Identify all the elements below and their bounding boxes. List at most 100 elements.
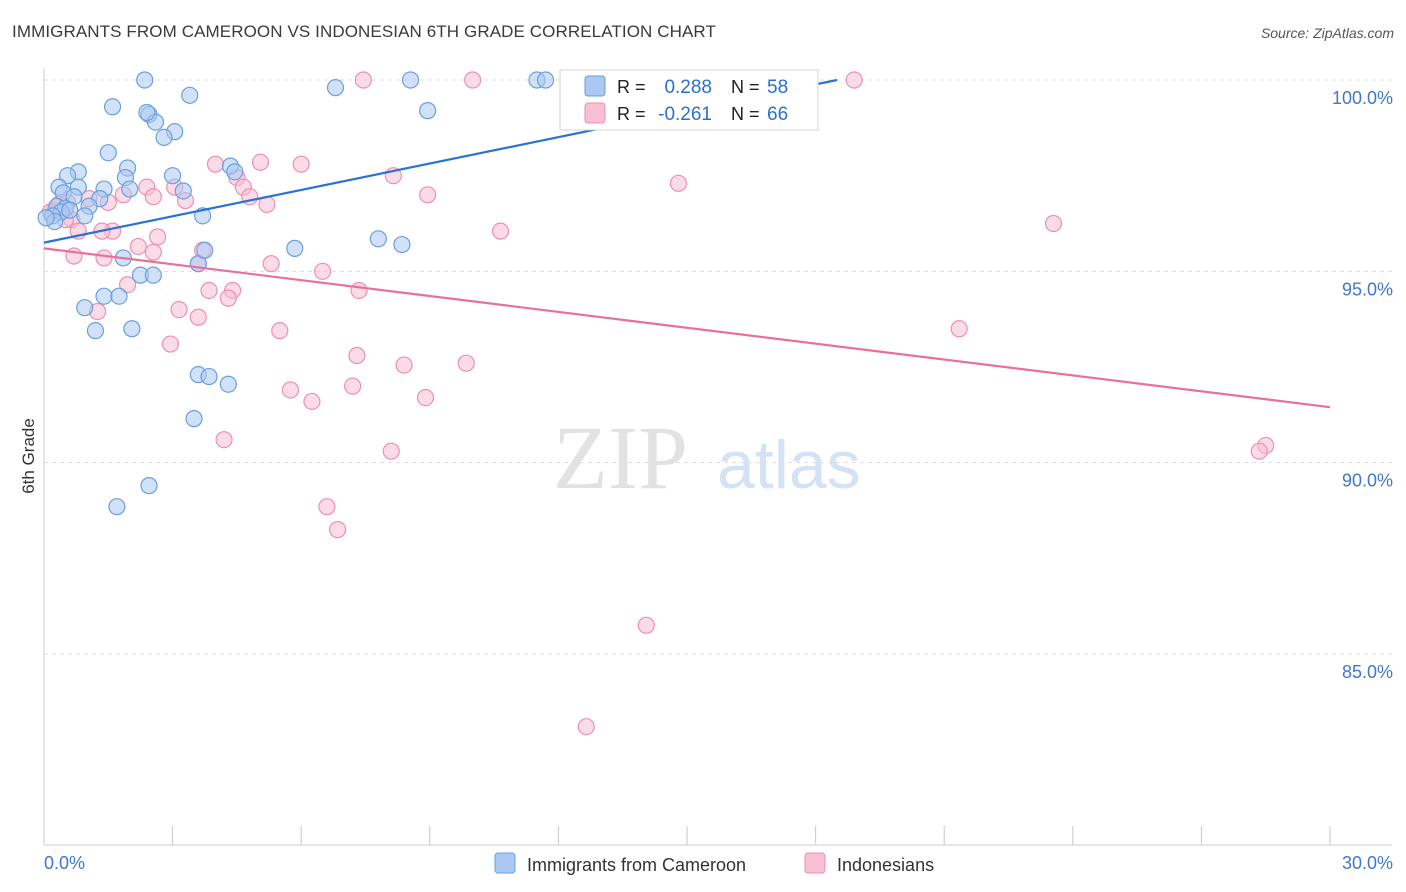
point-indonesians[interactable] — [845, 71, 863, 89]
stats-legend-swatch-pink — [584, 102, 606, 124]
point-cameroon[interactable] — [121, 180, 139, 198]
point-indonesians[interactable] — [189, 308, 207, 326]
point-indonesians[interactable] — [464, 71, 482, 89]
point-cameroon[interactable] — [103, 98, 122, 116]
point-cameroon[interactable] — [181, 86, 199, 104]
point-indonesians[interactable] — [395, 356, 413, 374]
point-indonesians[interactable] — [314, 262, 332, 280]
point-indonesians[interactable] — [416, 389, 435, 407]
point-indonesians[interactable] — [251, 153, 270, 171]
point-indonesians[interactable] — [95, 249, 113, 267]
point-indonesians[interactable] — [457, 354, 475, 372]
point-indonesians[interactable] — [215, 431, 233, 449]
point-indonesians[interactable] — [637, 616, 655, 634]
point-cameroon[interactable] — [86, 322, 105, 340]
watermark-zip: ZIP — [553, 409, 688, 508]
point-cameroon[interactable] — [286, 239, 304, 257]
stats-legend-swatch-blue — [584, 75, 606, 97]
point-cameroon[interactable] — [108, 498, 126, 516]
point-indonesians[interactable] — [348, 346, 366, 365]
legend-label-indonesians[interactable]: Indonesians — [837, 855, 934, 875]
point-indonesians[interactable] — [206, 155, 225, 173]
stats-legend: R = 0.288 N = 58 R = -0.261 N = 66 — [559, 69, 819, 131]
x-ticks — [43, 826, 1331, 845]
point-indonesians[interactable] — [344, 377, 362, 395]
stats-n-value-1: 58 — [767, 77, 788, 98]
point-cameroon[interactable] — [76, 299, 94, 317]
point-indonesians[interactable] — [318, 498, 336, 516]
point-indonesians[interactable] — [354, 71, 372, 89]
point-cameroon[interactable] — [393, 235, 411, 254]
point-indonesians[interactable] — [161, 335, 180, 353]
point-indonesians[interactable] — [292, 155, 310, 173]
point-cameroon[interactable] — [123, 320, 141, 338]
y-tick-label: 100.0% — [1332, 88, 1393, 108]
point-indonesians[interactable] — [329, 521, 347, 539]
point-cameroon[interactable] — [95, 287, 113, 305]
watermark: ZIP atlas — [553, 409, 861, 508]
point-indonesians[interactable] — [950, 320, 968, 338]
legend-swatch-cameroon[interactable] — [494, 852, 516, 874]
point-cameroon[interactable] — [196, 241, 214, 259]
point-cameroon[interactable] — [138, 103, 156, 122]
stats-n-label-2: N = — [731, 104, 760, 124]
point-cameroon[interactable] — [174, 182, 192, 200]
point-indonesians[interactable] — [350, 281, 368, 300]
point-cameroon[interactable] — [536, 71, 555, 89]
point-indonesians[interactable] — [382, 442, 400, 460]
point-cameroon[interactable] — [140, 477, 158, 495]
point-cameroon[interactable] — [419, 102, 437, 120]
point-cameroon[interactable] — [326, 79, 345, 97]
point-indonesians[interactable] — [419, 186, 437, 204]
grid-lines — [44, 79, 1392, 655]
point-indonesians[interactable] — [144, 188, 162, 206]
point-cameroon[interactable] — [61, 201, 79, 219]
stats-r-value-1: 0.288 — [664, 77, 712, 98]
point-indonesians[interactable] — [262, 255, 280, 273]
y-tick-label: 95.0% — [1342, 279, 1393, 299]
point-indonesians[interactable] — [144, 243, 162, 261]
point-cameroon[interactable] — [401, 71, 420, 89]
point-indonesians[interactable] — [271, 322, 289, 340]
series-cameroon — [37, 71, 555, 516]
y-tick-label: 90.0% — [1342, 471, 1393, 491]
point-indonesians[interactable] — [281, 381, 300, 399]
point-indonesians[interactable] — [1250, 442, 1268, 460]
point-cameroon[interactable] — [226, 163, 244, 181]
stats-r-value-2: -0.261 — [658, 104, 712, 125]
point-indonesians[interactable] — [303, 392, 321, 411]
point-indonesians[interactable] — [170, 301, 188, 319]
point-cameroon[interactable] — [369, 230, 387, 248]
point-indonesians[interactable] — [219, 289, 237, 307]
point-cameroon[interactable] — [144, 266, 162, 284]
x-tick-label: 30.0% — [1342, 853, 1393, 873]
point-cameroon[interactable] — [164, 167, 182, 185]
point-cameroon[interactable] — [37, 209, 55, 227]
legend-label-cameroon[interactable]: Immigrants from Cameroon — [527, 855, 746, 875]
y-axis-label: 6th Grade — [19, 418, 38, 494]
point-cameroon[interactable] — [136, 71, 154, 89]
point-cameroon[interactable] — [99, 144, 117, 162]
x-tick-labels: 0.0% 30.0% — [44, 853, 1393, 873]
stats-n-value-2: 66 — [767, 104, 788, 125]
point-cameroon[interactable] — [58, 167, 77, 185]
legend-swatch-indonesians[interactable] — [804, 852, 826, 874]
stats-r-label-1: R = — [617, 77, 646, 97]
point-indonesians[interactable] — [129, 237, 147, 256]
point-indonesians[interactable] — [148, 228, 167, 246]
point-cameroon[interactable] — [76, 207, 94, 225]
point-cameroon[interactable] — [200, 367, 218, 386]
point-indonesians[interactable] — [491, 222, 510, 240]
point-cameroon[interactable] — [110, 287, 128, 305]
point-indonesians[interactable] — [669, 174, 688, 192]
point-indonesians[interactable] — [200, 281, 218, 300]
point-cameroon[interactable] — [185, 410, 203, 428]
point-cameroon[interactable] — [155, 128, 173, 146]
point-indonesians[interactable] — [1044, 214, 1063, 233]
y-tick-labels: 85.0% 90.0% 95.0% 100.0% — [1332, 88, 1393, 682]
point-cameroon[interactable] — [219, 375, 237, 393]
stats-n-label-1: N = — [731, 77, 760, 97]
point-indonesians[interactable] — [577, 718, 595, 736]
point-indonesians[interactable] — [118, 276, 137, 294]
